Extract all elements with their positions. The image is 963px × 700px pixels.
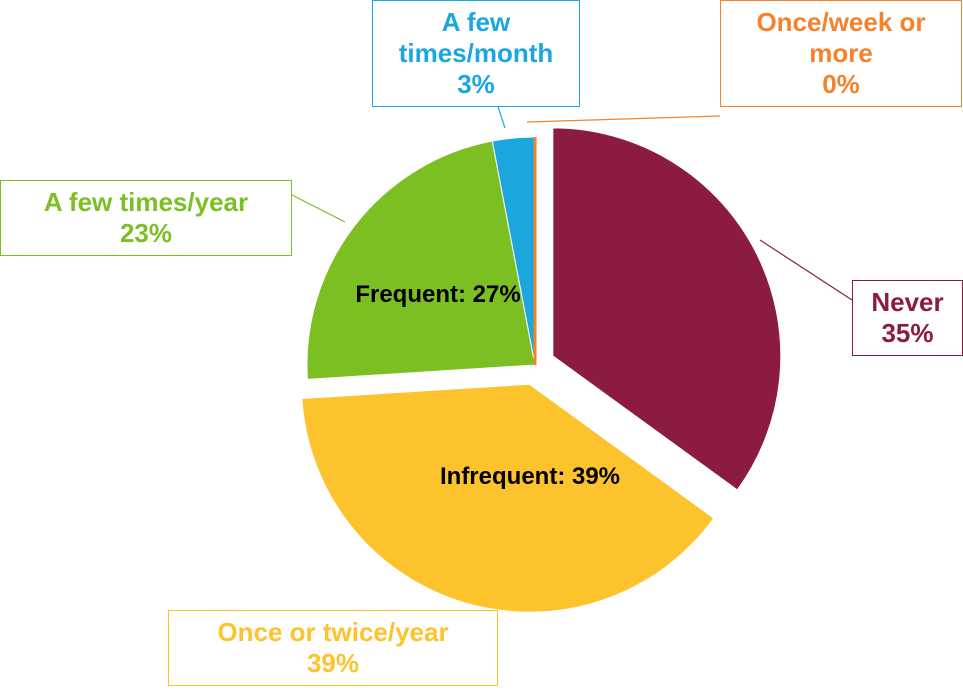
value-label: 39%	[306, 648, 360, 678]
annotation: Infrequent: 39%	[440, 463, 620, 490]
leader-line	[291, 194, 346, 223]
data-label: A few times/month 3%	[372, 0, 580, 107]
category-label: Once/week or more	[756, 7, 926, 68]
pie-slice	[306, 140, 536, 380]
value-label: 3%	[457, 69, 495, 99]
category-label: A few times/month	[398, 7, 554, 68]
category-label: Once or twice/year	[217, 617, 449, 647]
category-label: Never	[871, 287, 944, 317]
pie-slice	[301, 383, 715, 613]
leader-line	[759, 239, 853, 301]
annotation: Frequent: 27%	[355, 281, 520, 308]
pie-slice	[552, 127, 782, 491]
category-label: A few times/year	[43, 187, 249, 217]
value-label: 0%	[822, 69, 860, 99]
value-label: 23%	[119, 218, 173, 248]
data-label: A few times/year 23%	[0, 180, 292, 256]
value-label: 35%	[881, 318, 934, 348]
leader-line	[526, 115, 721, 123]
data-label: Never 35%	[852, 280, 963, 356]
data-label: Once/week or more 0%	[720, 0, 962, 107]
data-label: Once or twice/year 39%	[168, 610, 498, 686]
